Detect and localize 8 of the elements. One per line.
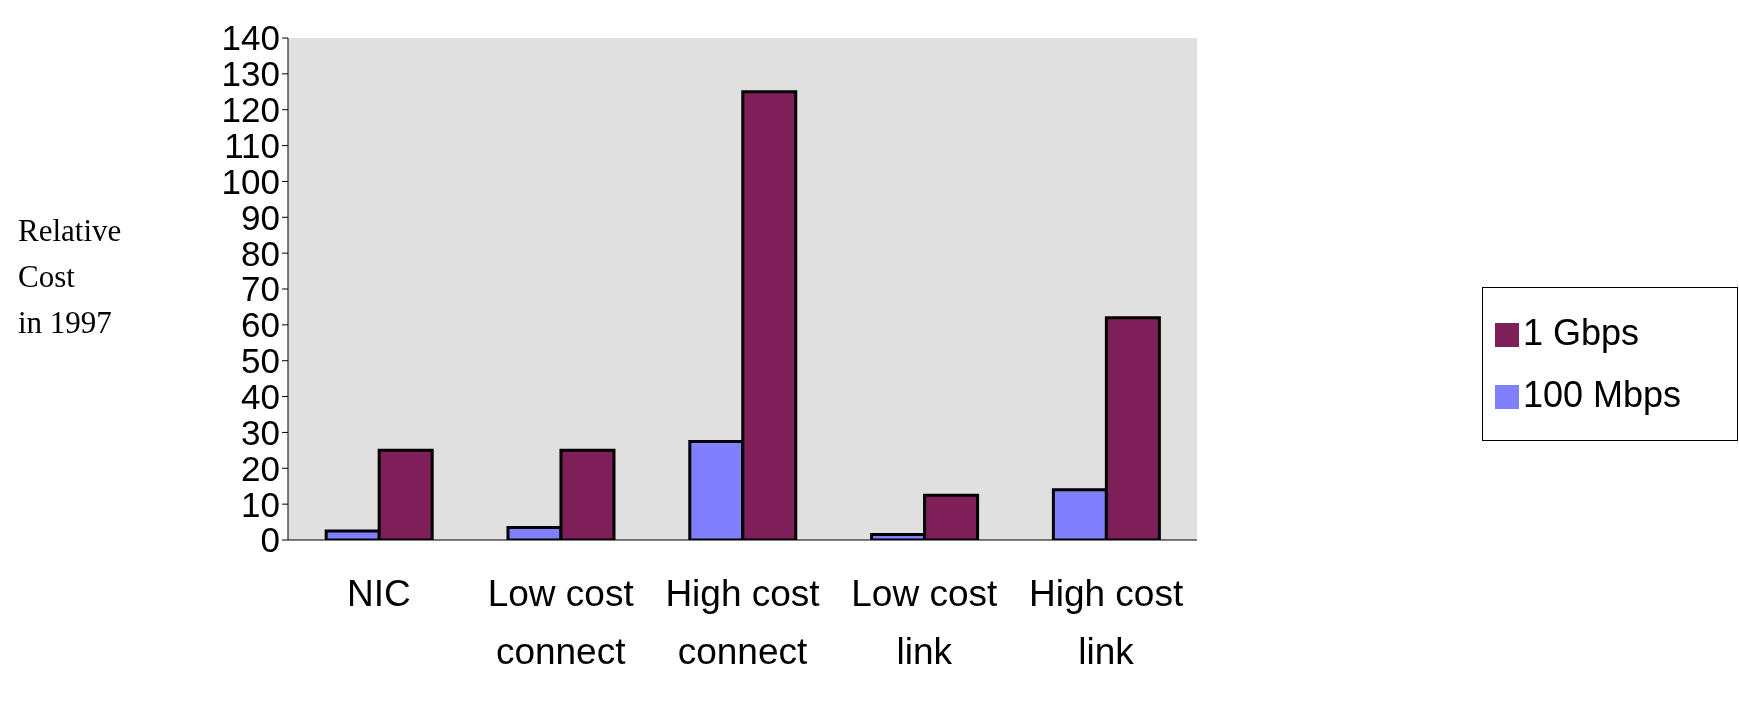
legend-label: 1 Gbps bbox=[1523, 312, 1640, 353]
x-tick-label: Low cost connect bbox=[487, 573, 635, 672]
y-axis-title: Relative Cost in 1997 bbox=[18, 212, 122, 342]
x-tick-label: NIC bbox=[347, 573, 411, 614]
x-tick-label: High cost link bbox=[1028, 573, 1184, 672]
x-tick-label: High cost connect bbox=[665, 573, 821, 672]
x-tick-label: Low cost link bbox=[851, 573, 999, 672]
legend-label: 100 Mbps bbox=[1523, 374, 1682, 415]
